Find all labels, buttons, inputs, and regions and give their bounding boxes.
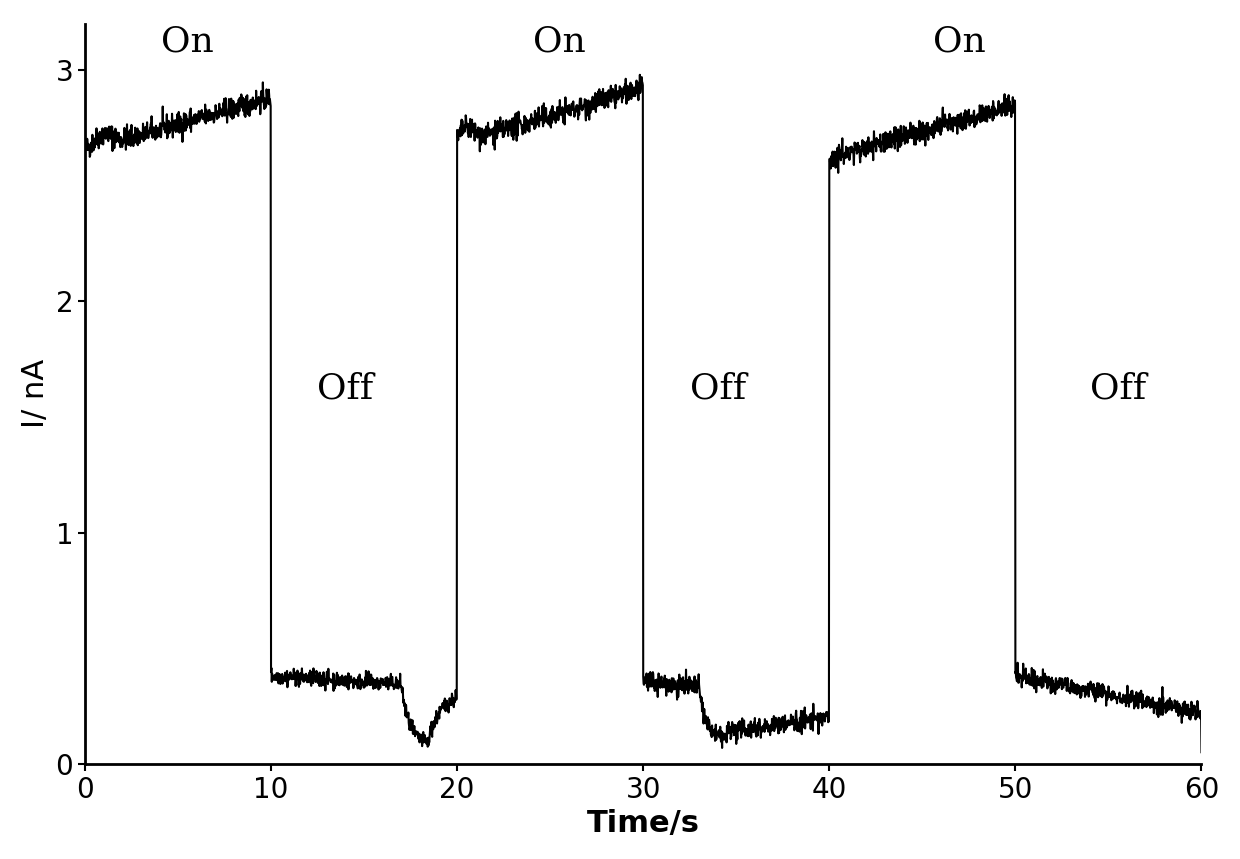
Text: On: On <box>934 25 986 58</box>
Text: Off: Off <box>689 371 745 405</box>
Text: On: On <box>533 25 585 58</box>
Text: Off: Off <box>317 371 373 405</box>
Y-axis label: I/ nA: I/ nA <box>21 359 50 429</box>
Text: On: On <box>161 25 213 58</box>
Text: Off: Off <box>1090 371 1146 405</box>
X-axis label: Time/s: Time/s <box>587 809 699 838</box>
